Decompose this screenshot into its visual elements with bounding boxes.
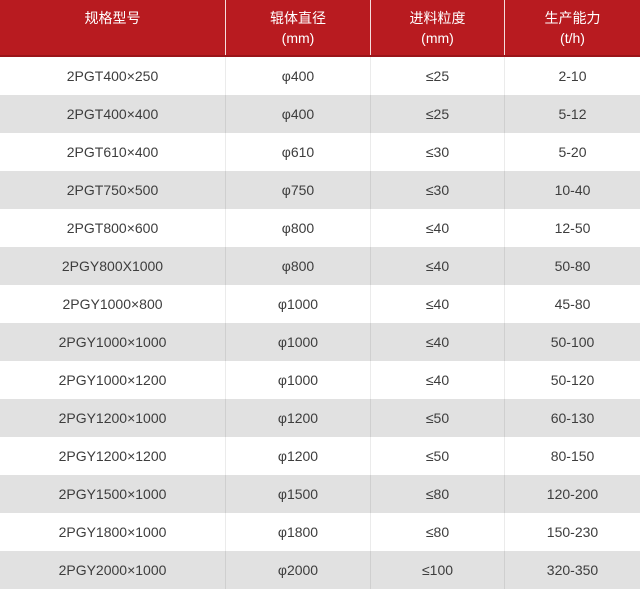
table-cell: ≤25: [370, 57, 504, 95]
table-cell: ≤40: [370, 285, 504, 323]
table-cell: 120-200: [504, 475, 640, 513]
column-header-unit: (mm): [281, 30, 315, 46]
table-row: 2PGY1000×800 φ1000 ≤40 45-80: [0, 285, 640, 323]
table-row: 2PGT750×500 φ750 ≤30 10-40: [0, 171, 640, 209]
table-cell: ≤30: [370, 171, 504, 209]
table-row: 2PGY1500×1000 φ1500 ≤80 120-200: [0, 475, 640, 513]
table-row: 2PGT800×600 φ800 ≤40 12-50: [0, 209, 640, 247]
table-cell: φ1200: [225, 399, 370, 437]
table-cell: 5-12: [504, 95, 640, 133]
table-cell: 60-130: [504, 399, 640, 437]
table-row: 2PGY2000×1000 φ2000 ≤100 320-350: [0, 551, 640, 589]
table-cell: 2PGT400×250: [66, 68, 159, 84]
column-header-title: 进料粒度: [409, 10, 466, 26]
table-cell: ≤40: [370, 209, 504, 247]
table-cell: φ1000: [225, 361, 370, 399]
table-cell: 5-20: [504, 133, 640, 171]
table-cell: φ1200: [225, 437, 370, 475]
table-cell: ≤40: [370, 361, 504, 399]
table-cell: 2PGT610×400: [66, 144, 159, 160]
table-row: 2PGY1200×1200 φ1200 ≤50 80-150: [0, 437, 640, 475]
table-cell: φ400: [225, 95, 370, 133]
table-cell: 45-80: [504, 285, 640, 323]
table-cell: 150-230: [504, 513, 640, 551]
table-row: 2PGY1800×1000 φ1800 ≤80 150-230: [0, 513, 640, 551]
table-cell: ≤100: [370, 551, 504, 589]
table-cell: 2PGY1800×1000: [58, 524, 167, 540]
table-cell: ≤30: [370, 133, 504, 171]
table-body: 2PGT400×250 φ400 ≤25 2-10 2PGT400×400 φ400 ≤25…: [0, 57, 640, 589]
table-row: 2PGY1000×1000 φ1000 ≤40 50-100: [0, 323, 640, 361]
table-cell: 2PGY1200×1200: [58, 448, 167, 464]
column-header-title: 辊体直径: [270, 10, 326, 26]
table-cell: 2PGY2000×1000: [58, 562, 167, 578]
column-header-feed-size: 进料粒度 (mm): [370, 0, 504, 55]
table-cell: 2PGT750×500: [66, 182, 159, 198]
table-cell: 12-50: [504, 209, 640, 247]
table-cell: φ1800: [225, 513, 370, 551]
column-header-unit: (mm): [421, 30, 454, 46]
table-cell: 2PGY1500×1000: [58, 486, 167, 502]
table-row: 2PGY1000×1200 φ1000 ≤40 50-120: [0, 361, 640, 399]
table-cell: ≤50: [370, 399, 504, 437]
table-cell: φ1500: [225, 475, 370, 513]
column-header-roller-diameter: 辊体直径 (mm): [225, 0, 370, 55]
column-header-title: 规格型号: [84, 10, 141, 26]
table-cell: ≤25: [370, 95, 504, 133]
column-header-capacity: 生产能力 (t/h): [504, 0, 640, 55]
table-cell: 2PGY1200×1000: [58, 410, 167, 426]
column-header-unit: (t/h): [560, 30, 585, 46]
table-cell: 2PGT800×600: [66, 220, 159, 236]
table-cell: φ610: [225, 133, 370, 171]
table-cell: 2PGY1000×1200: [58, 372, 167, 388]
table-cell: 2PGY1000×800: [62, 296, 163, 312]
table-cell: ≤40: [370, 323, 504, 361]
table-cell: ≤40: [370, 247, 504, 285]
table-cell: φ800: [225, 209, 370, 247]
table-cell: φ1000: [225, 323, 370, 361]
table-cell: 320-350: [504, 551, 640, 589]
table-cell: φ1000: [225, 285, 370, 323]
table-row: 2PGT400×400 φ400 ≤25 5-12: [0, 95, 640, 133]
table-cell: 2PGY800X1000: [61, 258, 164, 274]
table-cell: 50-100: [504, 323, 640, 361]
table-cell: 2PGT400×400: [66, 106, 159, 122]
table-row: 2PGY800X1000 φ800 ≤40 50-80: [0, 247, 640, 285]
table-cell: φ2000: [225, 551, 370, 589]
table-cell: φ400: [225, 57, 370, 95]
table-cell: 10-40: [504, 171, 640, 209]
table-cell: 2PGY1000×1000: [58, 334, 167, 350]
table-cell: 2-10: [504, 57, 640, 95]
column-header-spec-model: 规格型号: [0, 0, 225, 55]
table-cell: 50-80: [504, 247, 640, 285]
table-cell: 50-120: [504, 361, 640, 399]
table-cell: ≤80: [370, 475, 504, 513]
table-cell: 80-150: [504, 437, 640, 475]
table-row: 2PGY1200×1000 φ1200 ≤50 60-130: [0, 399, 640, 437]
table-cell: ≤50: [370, 437, 504, 475]
column-header-title: 生产能力: [544, 10, 601, 26]
table-cell: ≤80: [370, 513, 504, 551]
table-row: 2PGT400×250 φ400 ≤25 2-10: [0, 57, 640, 95]
table-header-row: 规格型号 辊体直径 (mm) 进料粒度 (mm) 生产能力 (t/h): [0, 0, 640, 57]
table-cell: φ800: [225, 247, 370, 285]
table-row: 2PGT610×400 φ610 ≤30 5-20: [0, 133, 640, 171]
table-cell: φ750: [225, 171, 370, 209]
